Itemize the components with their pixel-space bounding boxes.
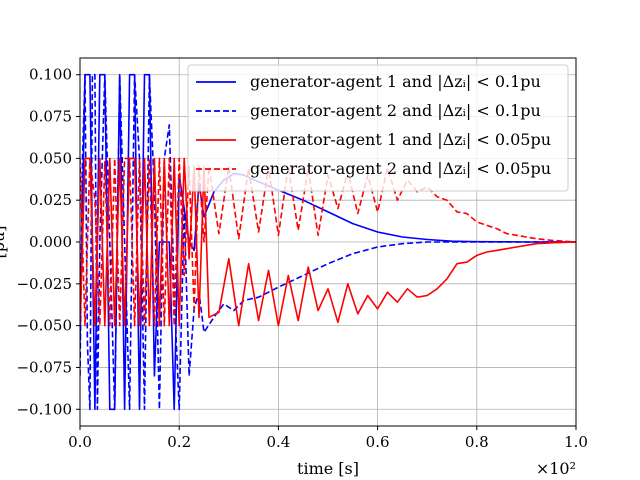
series-line-3	[80, 157, 576, 327]
x-tick-label: 0.4	[266, 433, 290, 451]
legend-label-4: generator-agent 2 and |Δzᵢ| < 0.05pu	[250, 159, 551, 178]
y-tick-label: 0.075	[29, 108, 72, 126]
x-axis-label: time [s]	[297, 459, 359, 478]
series-line-4	[80, 157, 576, 327]
x-scale-label: ×10²	[536, 459, 576, 478]
legend-label-3: generator-agent 1 and |Δzᵢ| < 0.05pu	[250, 130, 551, 149]
legend-label-2: generator-agent 2 and |Δzᵢ| < 0.1pu	[250, 101, 541, 120]
x-tick-label: 0.2	[167, 433, 191, 451]
y-axis-label: [pu]	[0, 225, 8, 258]
legend-label-1: generator-agent 1 and |Δzᵢ| < 0.1pu	[250, 72, 541, 91]
y-tick-label: 0.000	[29, 233, 72, 251]
legend-box	[187, 64, 569, 192]
y-tick-label: −0.025	[16, 275, 72, 293]
y-tick-label: −0.100	[16, 400, 72, 418]
x-tick-label: 0.0	[68, 433, 92, 451]
y-tick-label: 0.100	[29, 66, 72, 84]
y-tick-label: 0.050	[29, 149, 72, 167]
x-tick-label: 0.8	[465, 433, 489, 451]
legend: generator-agent 1 and |Δzᵢ| < 0.1pu gener…	[187, 64, 569, 192]
series-lines	[80, 73, 576, 411]
x-tick-label: 0.6	[366, 433, 390, 451]
y-tick-label: −0.075	[16, 358, 72, 376]
axis-ticks: 0.0 0.2 0.4 0.6 0.8 1.0 −0.100 −0.075 −0.050 −0.0…	[16, 66, 587, 451]
y-tick-label: −0.050	[16, 317, 72, 335]
x-tick-label: 1.0	[564, 433, 588, 451]
series-line-2	[80, 73, 576, 411]
y-tick-label: 0.025	[29, 191, 72, 209]
